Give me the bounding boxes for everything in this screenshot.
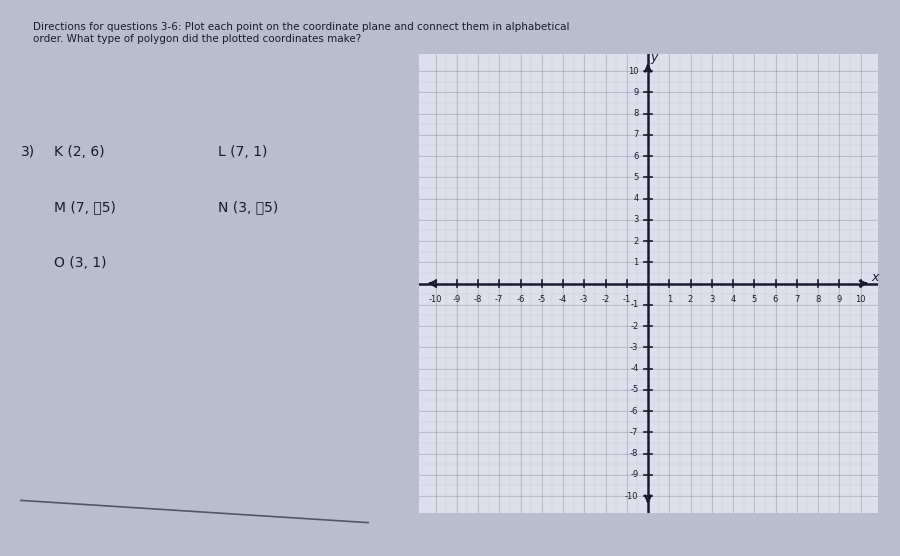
Text: y: y [651, 51, 658, 64]
Text: 8: 8 [815, 295, 821, 304]
Text: 3): 3) [21, 145, 35, 158]
Text: -7: -7 [630, 428, 638, 437]
Text: -7: -7 [495, 295, 503, 304]
Text: K (2, 6): K (2, 6) [54, 145, 105, 158]
Text: 10: 10 [855, 295, 866, 304]
Text: -10: -10 [428, 295, 442, 304]
Text: 3: 3 [709, 295, 715, 304]
Text: -5: -5 [630, 385, 638, 394]
Text: 4: 4 [731, 295, 735, 304]
Text: M (7, 5): M (7, 5) [54, 200, 116, 214]
Text: 1: 1 [667, 295, 672, 304]
Text: -8: -8 [473, 295, 482, 304]
Text: 7: 7 [794, 295, 799, 304]
Text: 1: 1 [634, 258, 638, 267]
Text: Directions for questions 3-6: Plot each point on the coordinate plane and connec: Directions for questions 3-6: Plot each … [33, 22, 570, 44]
Text: 5: 5 [752, 295, 757, 304]
Text: 2: 2 [688, 295, 693, 304]
Text: -6: -6 [517, 295, 525, 304]
Text: 2: 2 [634, 236, 638, 246]
Text: -1: -1 [623, 295, 631, 304]
Text: -1: -1 [630, 300, 638, 309]
Text: 6: 6 [773, 295, 778, 304]
Text: -9: -9 [630, 470, 638, 479]
Text: -6: -6 [630, 406, 638, 415]
Text: 4: 4 [634, 194, 638, 203]
Text: 7: 7 [633, 130, 638, 140]
Text: 8: 8 [633, 109, 638, 118]
Text: -4: -4 [630, 364, 638, 373]
Text: -3: -3 [630, 343, 638, 352]
Text: 10: 10 [628, 67, 638, 76]
Text: -5: -5 [537, 295, 546, 304]
Text: 9: 9 [837, 295, 842, 304]
Text: -4: -4 [559, 295, 567, 304]
Text: x: x [872, 271, 879, 284]
Text: N (3, 5): N (3, 5) [218, 200, 278, 214]
Text: 5: 5 [634, 173, 638, 182]
Text: -10: -10 [625, 492, 638, 500]
Text: -8: -8 [630, 449, 638, 458]
Text: 3: 3 [633, 215, 638, 224]
Text: -2: -2 [601, 295, 609, 304]
Text: -3: -3 [580, 295, 589, 304]
Text: -9: -9 [453, 295, 461, 304]
Text: 6: 6 [633, 152, 638, 161]
Text: -2: -2 [630, 321, 638, 331]
Text: L (7, 1): L (7, 1) [218, 145, 267, 158]
Text: 9: 9 [634, 88, 638, 97]
Text: O (3, 1): O (3, 1) [54, 256, 107, 270]
